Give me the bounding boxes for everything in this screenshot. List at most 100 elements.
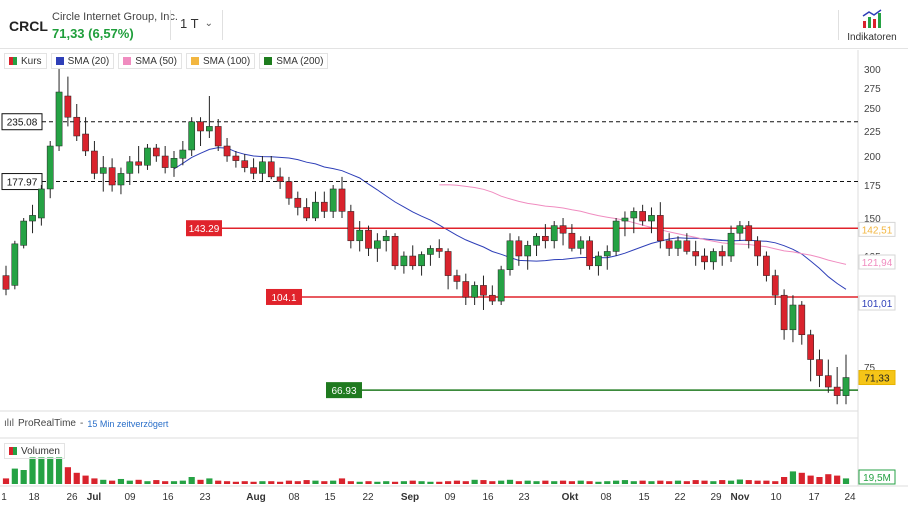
volume-bar [727, 480, 735, 484]
volume-bar [144, 481, 151, 484]
candle-body [400, 255, 408, 267]
legend-item-sma50[interactable]: SMA (50) [118, 53, 182, 69]
x-tick-label: 18 [28, 492, 40, 503]
candle-body [365, 229, 372, 249]
candle-body [206, 126, 213, 132]
candle-body [612, 220, 620, 252]
y-axis-value-tag [858, 370, 896, 386]
volume-bar [418, 481, 425, 484]
legend-label: SMA (20) [67, 55, 110, 67]
volume-bar [383, 481, 390, 484]
legend-item-sma100[interactable]: SMA (100) [185, 53, 256, 69]
candle-body [763, 255, 770, 276]
volume-bar [436, 481, 443, 484]
candle-body [2, 275, 10, 290]
legend-item-kurs[interactable]: Kurs [4, 53, 47, 69]
y-axis-value-tag [858, 295, 896, 311]
level-tag [186, 220, 222, 237]
period-label: 1 T [180, 16, 199, 31]
volume-bar [82, 475, 89, 484]
volume-bar [781, 477, 788, 484]
candle-body [126, 161, 134, 174]
volume-bar [630, 481, 637, 484]
level-tag [266, 288, 302, 305]
volume-bar [559, 480, 567, 484]
volume-bar [577, 480, 584, 484]
candle-body [20, 220, 28, 246]
candle-body [824, 375, 832, 388]
ticker-symbol: CRCL [9, 18, 48, 34]
volume-legend[interactable]: Volumen [4, 443, 65, 459]
level-tag-label: 104.1 [271, 293, 296, 304]
volume-bar [64, 467, 71, 484]
volume-bar [38, 457, 45, 484]
volume-bar [2, 478, 10, 484]
volume-bar [268, 481, 275, 484]
volume-bar [215, 480, 222, 484]
candle-body [320, 201, 328, 212]
volume-bar [462, 481, 469, 484]
candle-body [559, 225, 567, 234]
y-tick-label: 250 [864, 104, 881, 115]
level-tag [326, 382, 362, 399]
candle-body [241, 160, 249, 168]
volume-bar [338, 478, 346, 484]
volume-bar [250, 481, 257, 484]
volume-bar [312, 480, 319, 484]
volume-bar [834, 475, 841, 484]
candle-body [524, 245, 532, 257]
candle-body [674, 240, 682, 249]
legend-swatch [190, 57, 199, 65]
y-tick-label: 300 [864, 65, 881, 76]
candle-body [117, 173, 125, 186]
y-axis-value-tag [858, 254, 896, 270]
candle-body [683, 240, 691, 252]
volume-bar [29, 457, 36, 484]
volume-bar [188, 477, 195, 484]
candle-body [356, 229, 364, 242]
indicators-button[interactable]: Indikatoren [842, 6, 902, 43]
x-tick-label: 10 [770, 492, 782, 503]
volume-bar [135, 479, 142, 484]
x-tick-label: 16 [482, 492, 494, 503]
candle-body [152, 147, 160, 157]
x-tick-label: 15 [638, 492, 650, 503]
candle-body [842, 377, 850, 396]
volume-bar [73, 472, 80, 484]
candle-body [462, 281, 470, 298]
candle-body [453, 275, 461, 282]
volume-bar [471, 479, 478, 484]
legend-item-sma200[interactable]: SMA (200) [259, 53, 329, 69]
x-tick-label: 29 [710, 492, 722, 503]
volume-bar [321, 481, 328, 484]
candle-body [82, 133, 89, 152]
candle-body [91, 150, 98, 174]
period-selector[interactable]: 1 T ⌄ [180, 16, 213, 31]
level-tag [1, 173, 43, 191]
candle-body [692, 251, 700, 257]
y-tick-label: 275 [864, 84, 881, 95]
candle-body [639, 211, 646, 222]
candle-body [745, 225, 753, 242]
volume-bar [506, 479, 514, 484]
volume-bar [179, 480, 186, 484]
legend-item-sma20[interactable]: SMA (20) [50, 53, 115, 69]
volume-bar [692, 480, 699, 484]
volume-bar [285, 480, 293, 484]
volume-bar [365, 481, 372, 484]
x-tick-label: Okt [562, 492, 579, 503]
candle-body [329, 188, 337, 212]
candle-body [550, 225, 558, 242]
volume-bar [480, 480, 487, 484]
legend-label: Kurs [21, 55, 42, 67]
x-tick-label: 09 [124, 492, 136, 503]
instrument-header: CRCL Circle Internet Group, Inc. 71,33 (… [0, 0, 908, 49]
candle-body [533, 235, 540, 246]
volume-label: Volumen [21, 445, 60, 457]
legend-swatch [264, 57, 273, 65]
candle-body [409, 255, 417, 267]
volume-bar [568, 481, 575, 484]
candle-body [515, 240, 523, 257]
volume-bar [277, 481, 284, 484]
volume-bar [683, 481, 690, 484]
